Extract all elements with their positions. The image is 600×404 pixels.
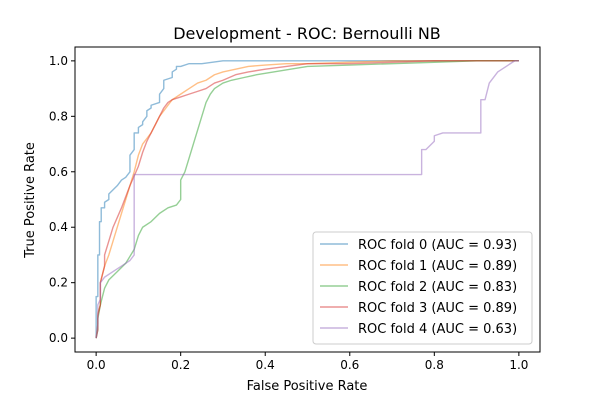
legend: ROC fold 0 (AUC = 0.93) ROC fold 1 (AUC =… <box>312 231 533 345</box>
roc-line-fold-2 <box>95 60 519 339</box>
legend-label-fold-0: ROC fold 0 (AUC = 0.93) <box>358 238 517 253</box>
x-tick-label: 0.6 <box>340 358 359 372</box>
roc-line-fold-3 <box>95 60 519 339</box>
plot-frame <box>74 46 541 353</box>
roc-line-fold-0 <box>95 60 519 339</box>
y-tick-label: 1.0 <box>49 54 68 68</box>
y-axis-label: True Positive Rate <box>23 142 38 259</box>
y-tick-label: 0.0 <box>49 331 68 345</box>
legend-label-fold-1: ROC fold 1 (AUC = 0.89) <box>358 259 517 274</box>
roc-line-fold-1 <box>95 60 519 339</box>
x-tick-label: 1.0 <box>509 358 528 372</box>
chart-title: Development - ROC: Bernoulli NB <box>173 24 441 43</box>
y-tick-label: 0.8 <box>49 109 68 123</box>
legend-box <box>312 231 533 345</box>
x-tick-label: 0.4 <box>256 358 275 372</box>
x-axis-label: False Positive Rate <box>247 379 368 394</box>
y-axis: 0.0 0.2 0.4 0.6 0.8 1.0 <box>49 54 75 345</box>
x-tick-label: 0.2 <box>171 358 190 372</box>
y-tick-label: 0.2 <box>49 276 68 290</box>
legend-label-fold-4: ROC fold 4 (AUC = 0.63) <box>358 322 517 337</box>
legend-label-fold-3: ROC fold 3 (AUC = 0.89) <box>358 301 517 316</box>
legend-label-fold-2: ROC fold 2 (AUC = 0.83) <box>358 280 517 295</box>
y-tick-label: 0.4 <box>49 220 68 234</box>
series-layer <box>95 60 519 339</box>
roc-line-fold-4 <box>95 60 519 339</box>
x-tick-label: 0.0 <box>87 358 106 372</box>
y-tick-label: 0.6 <box>49 165 68 179</box>
x-tick-label: 0.8 <box>425 358 444 372</box>
x-axis: 0.0 0.2 0.4 0.6 0.8 1.0 <box>87 352 528 372</box>
